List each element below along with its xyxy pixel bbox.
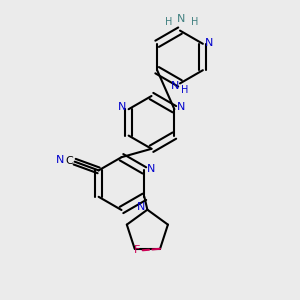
Text: N: N [118, 102, 126, 112]
Text: F: F [134, 245, 140, 255]
Text: N: N [147, 164, 155, 174]
Text: N: N [171, 81, 179, 91]
Text: H: H [181, 85, 188, 95]
Text: N: N [205, 38, 214, 48]
Text: C: C [65, 156, 73, 166]
Text: H: H [191, 17, 198, 27]
Text: N: N [56, 155, 64, 165]
Text: H: H [165, 17, 172, 27]
Text: N: N [177, 102, 185, 112]
Text: N: N [136, 202, 145, 212]
Text: N: N [177, 14, 186, 24]
